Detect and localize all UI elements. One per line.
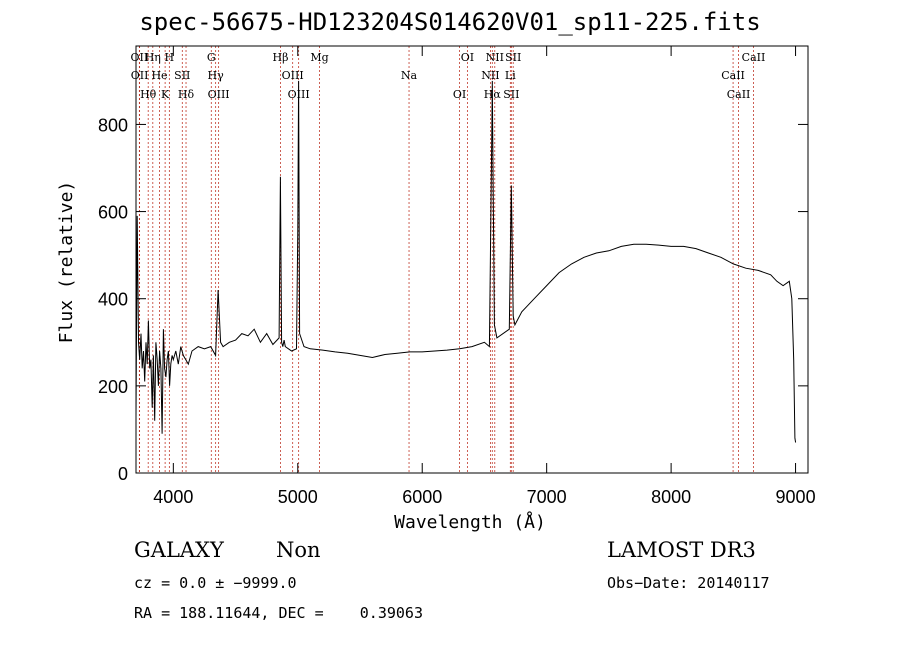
- line-marker-label: Mg: [310, 51, 328, 64]
- line-marker-label: Li: [505, 69, 516, 82]
- line-marker-label: Hη: [145, 51, 161, 64]
- redshift-cz: cz = 0.0 ± −9999.0: [134, 574, 297, 592]
- line-marker-label: CaII: [727, 88, 751, 101]
- y-axis-label: Flux (relative): [56, 181, 77, 344]
- y-tick-label: 0: [118, 464, 128, 484]
- x-tick-label: 7000: [527, 487, 567, 507]
- line-marker-label: CaII: [721, 69, 745, 82]
- spectrum-line: [135, 80, 797, 443]
- x-tick-label: 9000: [776, 487, 816, 507]
- line-marker-label: Hβ: [273, 51, 289, 64]
- object-subclass: Non: [276, 538, 321, 562]
- line-marker-label: NII: [481, 69, 499, 82]
- y-tick-label: 400: [98, 290, 128, 310]
- x-tick-label: 8000: [651, 487, 691, 507]
- y-axis: 0 200 400 600 800: [98, 115, 808, 484]
- y-tick-label: 800: [98, 115, 128, 135]
- x-axis-label: Wavelength (Å): [394, 511, 546, 533]
- object-type: GALAXY: [134, 538, 224, 562]
- ra-dec: RA = 188.11644, DEC = 0.39063: [134, 604, 423, 622]
- line-marker-label: OIII: [282, 69, 304, 82]
- spectral-line-markers: [138, 46, 754, 473]
- line-marker-label: OIII: [208, 88, 230, 101]
- line-marker-label: CaII: [742, 51, 766, 64]
- line-marker-label: Hγ: [208, 69, 225, 82]
- line-marker-label: OI: [453, 88, 466, 101]
- spectral-line-labels: OIIOIIHθHηHeKHSIIHδGHγOIIIHβOIIIOIIIMgNa…: [131, 51, 766, 101]
- y-tick-label: 200: [98, 377, 128, 397]
- line-marker-label: Hδ: [178, 88, 195, 101]
- line-marker-label: OII: [131, 69, 149, 82]
- line-marker-label: Hθ: [140, 88, 157, 101]
- y-tick-label: 600: [98, 203, 128, 223]
- chart-title: spec-56675-HD123204S014620V01_sp11-225.f…: [139, 8, 761, 36]
- x-axis: 4000 5000 6000 7000 8000 9000: [153, 46, 816, 507]
- plot-frame: [135, 45, 809, 474]
- x-tick-label: 5000: [278, 487, 318, 507]
- line-marker-label: SII: [505, 51, 521, 64]
- line-marker-label: H: [165, 51, 175, 64]
- line-marker-label: SII: [503, 88, 519, 101]
- x-tick-label: 6000: [402, 487, 442, 507]
- line-marker-label: NII: [486, 51, 504, 64]
- line-marker-label: Na: [401, 69, 418, 82]
- line-marker-label: OI: [461, 51, 474, 64]
- line-marker-label: OII: [131, 51, 149, 64]
- line-marker-label: SII: [174, 69, 190, 82]
- line-marker-label: He: [151, 69, 167, 82]
- x-tick-label: 4000: [153, 487, 193, 507]
- obs-date: Obs−Date: 20140117: [607, 574, 770, 592]
- survey-name: LAMOST DR3: [607, 538, 756, 562]
- line-marker-label: K: [161, 88, 170, 101]
- line-marker-label: G: [207, 51, 216, 64]
